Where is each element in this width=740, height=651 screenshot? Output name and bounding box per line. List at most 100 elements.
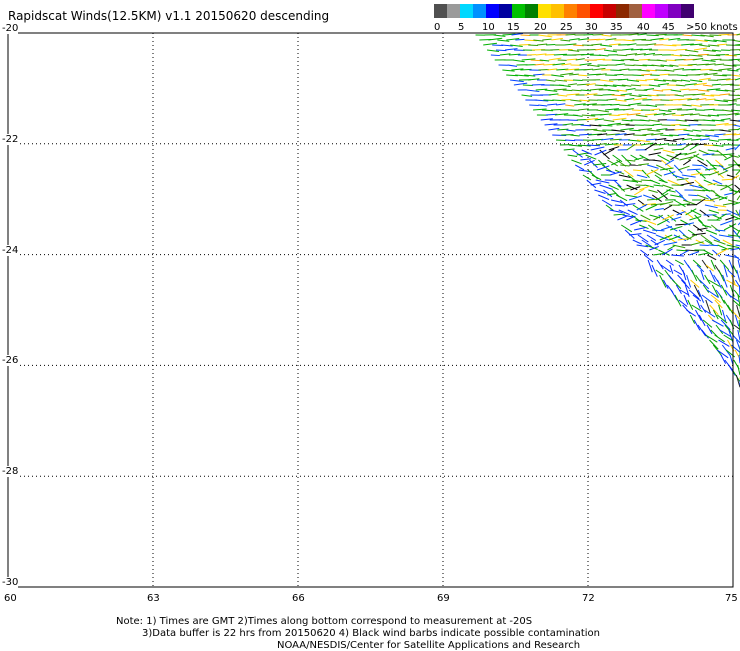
wind-barb — [581, 125, 591, 126]
wind-barb — [602, 200, 612, 206]
wind-barb — [649, 153, 661, 155]
wind-barb — [692, 130, 701, 131]
wind-barb — [691, 105, 702, 107]
wind-barb — [624, 99, 634, 100]
wind-barb — [522, 95, 533, 96]
wind-barb — [718, 171, 728, 175]
wind-barb — [560, 40, 570, 41]
wind-barb — [724, 224, 736, 230]
wind-barb — [648, 260, 652, 272]
wind-barb — [639, 186, 649, 190]
lat-lon-grid — [8, 33, 733, 587]
wind-barb — [700, 139, 709, 140]
wind-barb — [717, 44, 727, 45]
wind-barb — [547, 104, 557, 105]
wind-barb — [700, 210, 709, 217]
wind-barb — [665, 160, 674, 165]
wind-barb — [598, 160, 605, 166]
wind-barb — [583, 175, 591, 180]
wind-barb — [637, 175, 647, 178]
wind-barb — [641, 215, 651, 220]
wind-barb — [650, 109, 660, 110]
wind-barb — [657, 260, 663, 269]
wind-barb — [569, 74, 579, 75]
wind-barb — [688, 195, 697, 196]
wind-barb — [573, 80, 583, 81]
wind-barb — [630, 220, 642, 225]
wind-barb — [674, 270, 682, 275]
wind-barb — [538, 105, 547, 106]
wind-barb — [625, 195, 637, 197]
wind-barb — [688, 64, 697, 65]
wind-barb — [566, 34, 576, 35]
wind-barb — [726, 148, 736, 150]
wind-barb — [736, 69, 740, 70]
wind-barb — [686, 310, 695, 316]
wind-barb — [638, 164, 649, 165]
wind-barb — [617, 55, 627, 56]
wind-barb — [644, 125, 654, 126]
wind-barb — [644, 89, 654, 90]
wind-barb — [629, 234, 641, 235]
wind-barb — [695, 215, 703, 223]
wind-barb — [712, 84, 721, 85]
wind-barb — [523, 85, 533, 86]
wind-barb — [646, 205, 657, 210]
wind-barb — [653, 124, 662, 125]
wind-barb — [705, 275, 710, 284]
wind-barb — [500, 54, 511, 55]
plot-frame — [8, 33, 733, 587]
wind-barb — [723, 166, 734, 170]
wind-barb — [634, 189, 644, 195]
wind-barb — [728, 235, 740, 236]
longitude-tick-label: 66 — [292, 593, 305, 604]
wind-barb — [627, 113, 641, 115]
wind-barb — [656, 270, 664, 275]
wind-barb — [717, 315, 727, 323]
wind-barb — [666, 260, 674, 265]
wind-barb — [575, 165, 584, 170]
wind-barb — [573, 45, 583, 46]
wind-barb — [681, 80, 690, 81]
wind-barb — [521, 35, 531, 36]
wind-barb — [653, 90, 663, 91]
wind-barb — [721, 154, 735, 155]
wind-barb — [669, 236, 680, 240]
wind-barb — [563, 124, 573, 125]
wind-barb — [581, 90, 591, 91]
wind-barb — [678, 166, 689, 170]
wind-barb — [670, 265, 673, 274]
wind-barb — [633, 240, 642, 244]
wind-barb — [584, 160, 594, 165]
wind-barb — [702, 260, 708, 268]
wind-barb — [631, 85, 641, 86]
wind-barb — [727, 104, 736, 105]
latitude-tick-label: -30 — [2, 577, 18, 588]
wind-barb — [666, 60, 676, 61]
wind-barb — [660, 202, 673, 205]
wind-barb — [713, 145, 724, 146]
wind-barb — [689, 89, 698, 90]
wind-barb — [626, 89, 636, 90]
wind-barb — [660, 275, 666, 287]
wind-barb — [720, 221, 732, 225]
wind-barb — [496, 50, 506, 51]
wind-barb — [571, 160, 581, 164]
wind-barb — [734, 290, 740, 297]
wind-barb — [664, 242, 678, 245]
wind-barb — [691, 242, 704, 245]
wind-barb — [558, 95, 568, 96]
wind-barb — [705, 99, 715, 100]
wind-barb — [568, 84, 577, 85]
wind-barb — [633, 205, 643, 211]
wind-barb — [615, 205, 624, 206]
wind-barb — [619, 69, 629, 70]
wind-barb — [714, 205, 726, 207]
wind-barb — [565, 105, 574, 106]
latitude-tick-label: -24 — [2, 245, 18, 256]
wind-barb — [736, 171, 740, 175]
wind-barb — [729, 260, 733, 270]
wind-barb — [724, 300, 731, 311]
wind-barb — [515, 39, 524, 40]
